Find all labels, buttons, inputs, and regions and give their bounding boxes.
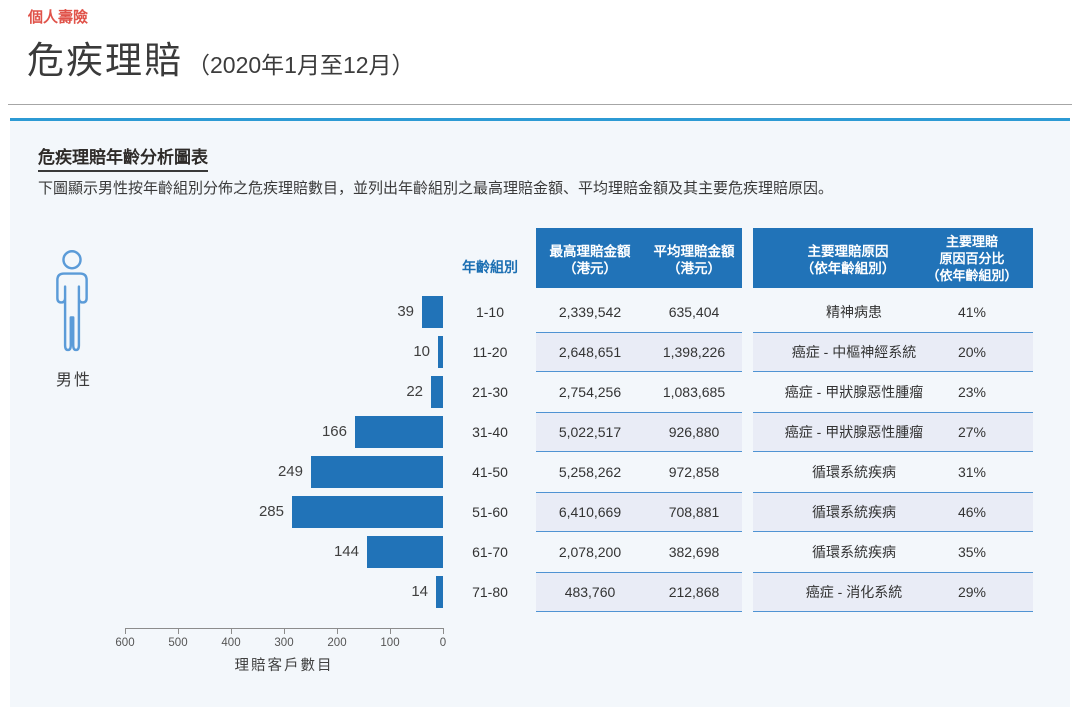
age-group-cell: 51-60 <box>472 504 508 520</box>
age-group-cell: 31-40 <box>472 424 508 440</box>
bar <box>367 536 443 568</box>
x-axis-tick-label: 100 <box>380 637 400 649</box>
row-stripe-reason <box>753 412 1033 452</box>
bar-value-label: 10 <box>413 343 430 360</box>
bar-value-label: 285 <box>258 503 284 520</box>
reason-pct-cell: 46% <box>957 504 987 520</box>
page-title-main: 危疾理賠 <box>27 40 183 81</box>
main-reason-cell: 循環系統疾病 <box>812 544 896 560</box>
reason-percentage-header: 主要理賠 原因百分比 （依年齡組別） <box>926 234 1018 283</box>
age-group-cell: 41-50 <box>472 464 508 480</box>
reason-pct-cell: 41% <box>957 304 987 320</box>
main-reason-cell: 精神病患 <box>826 304 882 320</box>
main-reason-cell: 癌症 - 甲狀腺惡性腫瘤 <box>784 424 924 440</box>
x-axis-tick-label: 300 <box>274 637 294 649</box>
page-title: 危疾理賠 （2020年1月至12月） <box>27 30 415 84</box>
x-axis-tick-label: 600 <box>115 637 135 649</box>
avg-amount-header: 平均理賠金額 （港元） <box>653 244 735 277</box>
max-amount-header: 最高理賠金額 （港元） <box>549 244 631 277</box>
max-amount-cell: 2,754,256 <box>558 384 622 400</box>
row-stripe-amount <box>536 492 742 532</box>
reason-header-box <box>753 228 1033 288</box>
age-group-cell: 21-30 <box>472 384 508 400</box>
main-reason-cell: 癌症 - 中樞神經系統 <box>791 344 917 360</box>
max-amount-cell: 5,258,262 <box>558 464 622 480</box>
max-amount-cell: 5,022,517 <box>558 424 622 440</box>
max-amount-cell: 483,760 <box>564 584 616 600</box>
main-reason-header: 主要理賠原因 （依年齡組別） <box>800 244 896 277</box>
reason-pct-cell: 29% <box>957 584 987 600</box>
bar-value-label: 14 <box>411 583 428 600</box>
max-amount-cell: 6,410,669 <box>558 504 622 520</box>
bar <box>431 376 443 408</box>
x-axis-tick-label: 400 <box>221 637 241 649</box>
x-axis-tick-label: 500 <box>168 637 188 649</box>
reason-pct-cell: 23% <box>957 384 987 400</box>
avg-amount-cell: 382,698 <box>668 544 720 560</box>
x-axis-tick <box>337 628 338 634</box>
max-amount-cell: 2,078,200 <box>558 544 622 560</box>
row-stripe-reason <box>753 492 1033 532</box>
section-title: 危疾理賠年齡分析圖表 <box>38 143 208 172</box>
gender-label: 男性 <box>56 372 93 389</box>
avg-amount-cell: 1,083,685 <box>662 384 726 400</box>
x-axis-tick-label: 0 <box>439 637 447 649</box>
bar-value-label: 39 <box>397 303 414 320</box>
age-group-cell: 61-70 <box>472 544 508 560</box>
age-group-cell: 11-20 <box>472 344 508 360</box>
x-axis-tick <box>231 628 232 634</box>
bar <box>355 416 443 448</box>
male-person-icon <box>56 250 88 352</box>
avg-amount-cell: 1,398,226 <box>662 344 726 360</box>
row-stripe-amount <box>536 572 742 612</box>
amount-header-box <box>536 228 742 288</box>
avg-amount-cell: 708,881 <box>668 504 720 520</box>
main-reason-cell: 癌症 - 甲狀腺惡性腫瘤 <box>784 384 924 400</box>
x-axis-tick <box>178 628 179 634</box>
gender-figure <box>46 238 106 371</box>
reason-pct-cell: 35% <box>957 544 987 560</box>
reason-pct-cell: 31% <box>957 464 987 480</box>
row-stripe-amount <box>536 332 742 372</box>
bar <box>292 496 443 528</box>
max-amount-cell: 2,339,542 <box>558 304 622 320</box>
main-reason-cell: 癌症 - 消化系統 <box>805 584 903 600</box>
max-amount-cell: 2,648,651 <box>558 344 622 360</box>
avg-amount-cell: 212,868 <box>668 584 720 600</box>
age-column-header: 年齡組別 <box>462 259 518 275</box>
row-stripe-reason <box>753 332 1033 372</box>
bar <box>311 456 443 488</box>
avg-amount-cell: 972,858 <box>668 464 720 480</box>
main-reason-cell: 循環系統疾病 <box>812 464 896 480</box>
bar-value-label: 166 <box>321 423 347 440</box>
x-axis-tick-label: 200 <box>327 637 347 649</box>
bar-value-label: 249 <box>277 463 303 480</box>
bar <box>422 296 443 328</box>
age-group-cell: 71-80 <box>472 584 508 600</box>
bar-value-label: 144 <box>333 543 359 560</box>
avg-amount-cell: 635,404 <box>668 304 720 320</box>
bar <box>438 336 443 368</box>
main-reason-cell: 循環系統疾病 <box>812 504 896 520</box>
row-stripe-reason <box>753 572 1033 612</box>
x-axis-tick <box>125 628 126 634</box>
x-axis-tick <box>284 628 285 634</box>
x-axis-tick <box>443 628 444 634</box>
page-title-period: （2020年1月至12月） <box>187 52 415 78</box>
age-group-cell: 1-10 <box>475 304 505 320</box>
category-label: 個人壽險 <box>28 9 89 26</box>
x-axis-tick <box>390 628 391 634</box>
bar-value-label: 22 <box>406 383 423 400</box>
row-stripe-amount <box>536 412 742 452</box>
reason-pct-cell: 20% <box>957 344 987 360</box>
reason-pct-cell: 27% <box>957 424 987 440</box>
avg-amount-cell: 926,880 <box>668 424 720 440</box>
horizontal-divider <box>8 104 1072 105</box>
bar <box>436 576 443 608</box>
section-description: 下圖顯示男性按年齡組別分佈之危疾理賠數目，並列出年齡組別之最高理賠金額、平均理賠… <box>38 180 834 197</box>
x-axis-title: 理賠客戶數目 <box>234 658 334 674</box>
